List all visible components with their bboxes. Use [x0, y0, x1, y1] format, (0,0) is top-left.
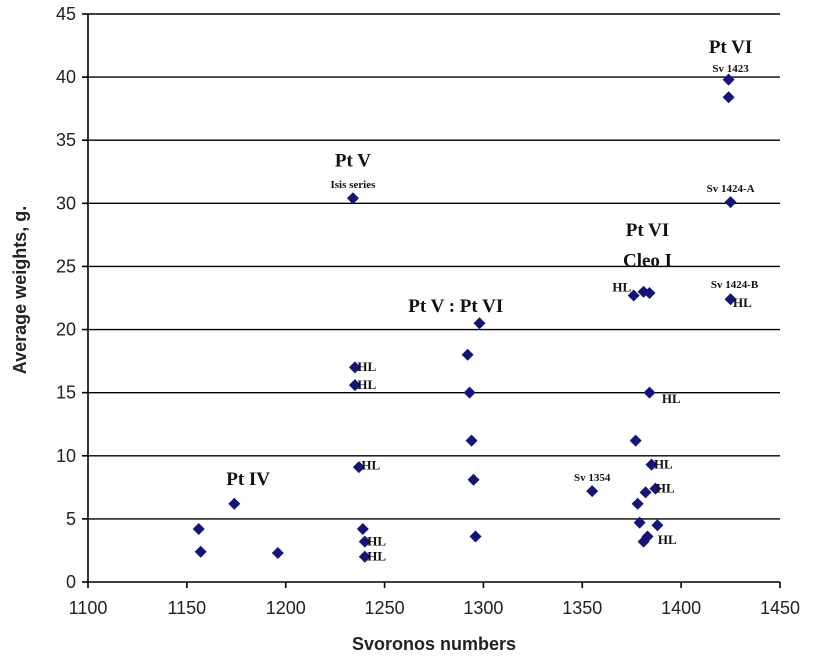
annotation-label: Sv 1354	[574, 472, 611, 484]
data-point	[469, 530, 482, 543]
grid-lines	[88, 13, 780, 520]
y-tick-label: 25	[56, 256, 76, 276]
data-point	[194, 545, 207, 558]
annotation-label: Sv 1424-B	[711, 279, 759, 291]
data-point	[643, 386, 656, 399]
annotation-label: Pt VI	[709, 37, 752, 58]
data-point	[641, 530, 654, 543]
y-tick-label: 45	[56, 4, 76, 24]
data-point	[586, 485, 599, 498]
data-point	[346, 192, 359, 205]
x-tick-label: 1150	[167, 598, 206, 618]
data-point	[358, 535, 371, 548]
annotation-label: Pt VI	[626, 220, 669, 241]
y-tick-label: 35	[56, 130, 76, 150]
x-axis-title: Svoronos numbers	[352, 634, 516, 654]
annotation-label: HL	[658, 532, 677, 547]
annotation-label: HL	[733, 295, 752, 310]
x-tick-label: 1450	[760, 598, 800, 618]
x-tick-label: 1100	[69, 598, 108, 618]
data-point	[627, 289, 640, 302]
x-tick-label: 1200	[266, 598, 306, 618]
data-point	[629, 434, 642, 447]
data-point	[645, 458, 658, 471]
data-point	[473, 317, 486, 330]
data-point	[461, 348, 474, 361]
annotation-label: Pt IV	[226, 469, 270, 490]
y-tick-label: 10	[56, 446, 76, 466]
data-point	[271, 546, 284, 559]
data-point	[356, 522, 369, 535]
y-tick-label: 5	[66, 509, 76, 529]
data-point	[348, 361, 361, 374]
data-point	[722, 91, 735, 104]
data-point	[348, 379, 361, 392]
annotation-label: HL	[612, 280, 631, 295]
x-tick-label: 1300	[463, 598, 503, 618]
annotation-label: Sv 1423	[712, 63, 749, 75]
annotation-label: HL	[662, 391, 681, 406]
annotation-label: HL	[367, 549, 386, 564]
x-tick-label: 1400	[661, 598, 701, 618]
data-point	[228, 497, 241, 510]
y-axis-title: Average weights, g.	[10, 206, 30, 374]
annotation-label: HL	[357, 377, 376, 392]
annotation-label: Sv 1424-A	[707, 183, 755, 195]
data-point	[633, 516, 646, 529]
annotations: Pt IV Pt V Isis series Pt V : Pt VI Pt VI Cle…	[226, 37, 759, 563]
data-point	[651, 519, 664, 532]
data-point	[649, 482, 662, 495]
annotation-label: HL	[357, 359, 376, 374]
annotation-label: Isis series	[330, 179, 376, 191]
data-point	[639, 486, 652, 499]
y-tick-label: 40	[56, 67, 76, 87]
annotation-label: Cleo I	[623, 250, 672, 271]
axes	[82, 13, 781, 588]
data-point	[724, 293, 737, 306]
y-tick-label: 15	[56, 383, 76, 403]
data-points	[192, 73, 737, 563]
data-point	[643, 286, 656, 299]
annotation-label: Pt V : Pt VI	[408, 296, 503, 317]
y-tick-label: 30	[56, 193, 76, 213]
data-point	[467, 473, 480, 486]
data-point	[192, 522, 205, 535]
annotation-label: HL	[361, 458, 380, 473]
annotation-label: HL	[654, 456, 673, 471]
annotation-label: HL	[656, 480, 675, 495]
data-point	[724, 196, 737, 209]
data-point	[463, 386, 476, 399]
data-point	[722, 73, 735, 86]
data-point	[352, 461, 365, 474]
annotation-label: HL	[367, 533, 386, 548]
data-point	[358, 550, 371, 563]
x-tick-label: 1250	[365, 598, 405, 618]
y-tick-label: 20	[56, 320, 76, 340]
annotation-label: Pt V	[335, 151, 371, 172]
data-point	[631, 497, 644, 510]
tick-labels: 0 5 10 15 20 25 30 35 40 45 1100 1150 1200 1250 1300 13…	[56, 4, 800, 618]
data-point	[465, 434, 478, 447]
y-tick-label: 0	[66, 572, 76, 592]
x-tick-label: 1350	[562, 598, 602, 618]
